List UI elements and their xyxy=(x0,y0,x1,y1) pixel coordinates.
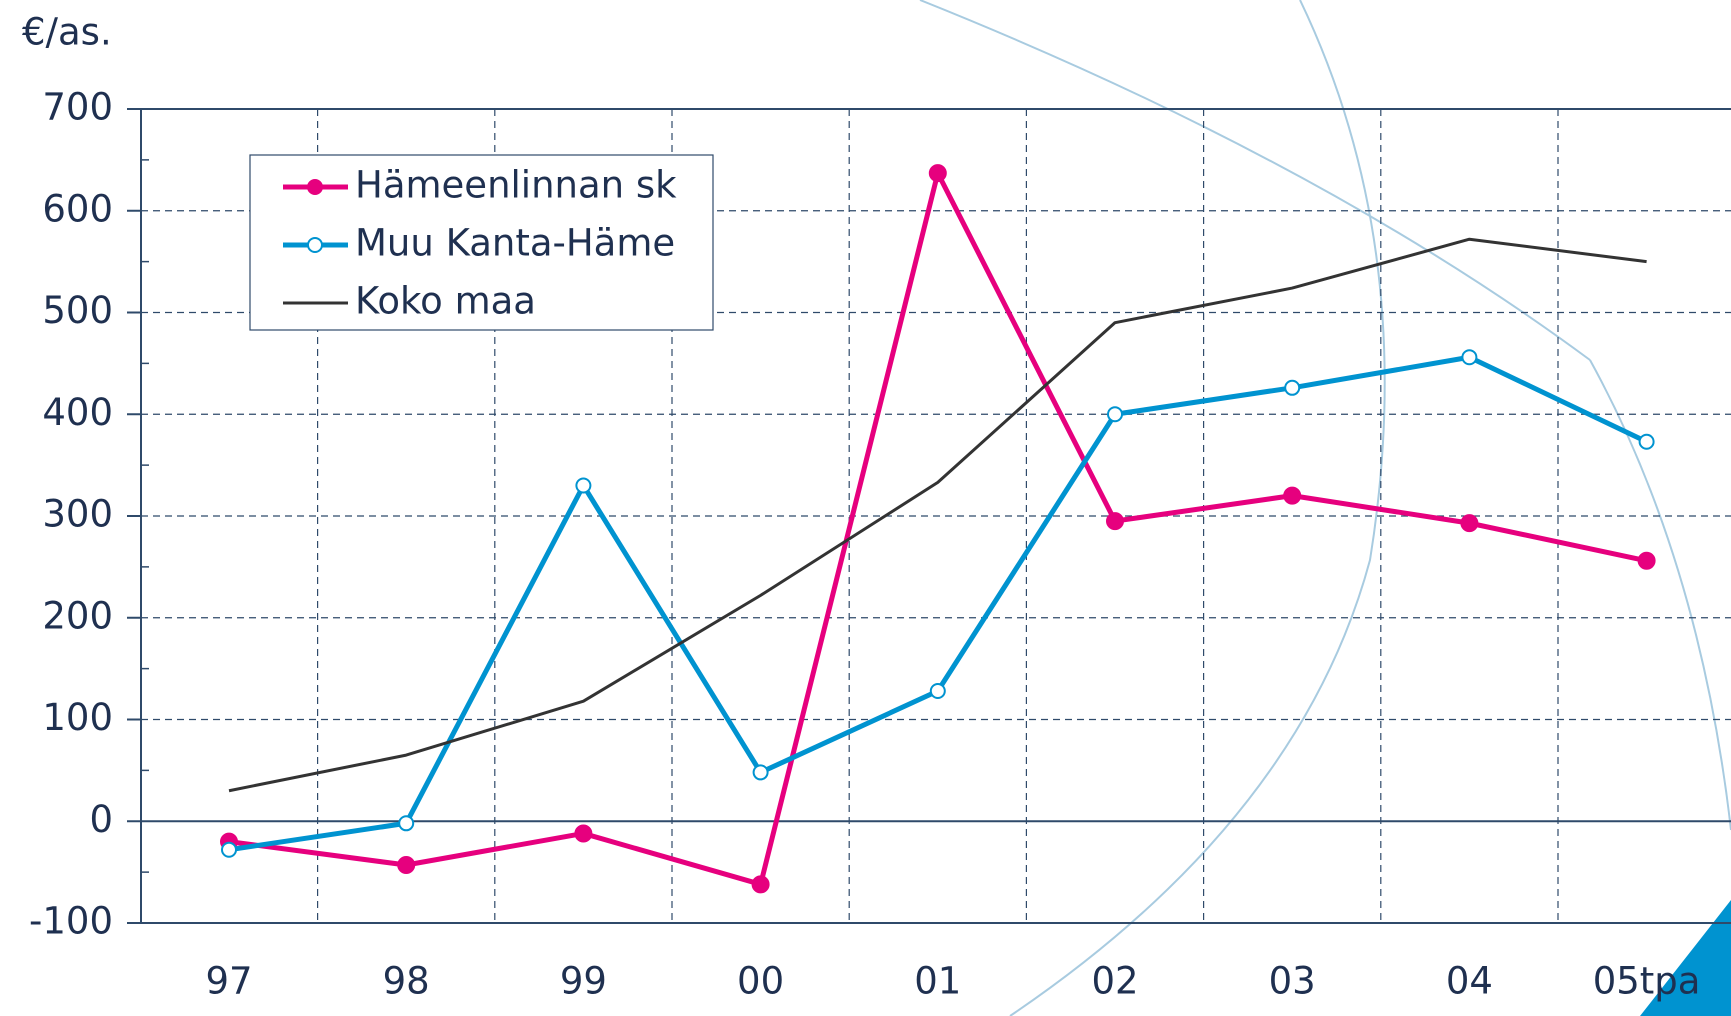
legend-marker xyxy=(308,238,322,252)
x-tick-label: 01 xyxy=(914,960,961,1003)
point xyxy=(1461,515,1477,531)
legend-label: Koko maa xyxy=(355,280,536,323)
x-tick-label: 00 xyxy=(737,960,784,1003)
point xyxy=(399,816,413,830)
point xyxy=(1639,553,1655,569)
x-tick-label: 98 xyxy=(383,960,430,1003)
point xyxy=(930,165,946,181)
legend-marker xyxy=(308,180,322,194)
point xyxy=(1284,488,1300,504)
y-tick-label: 500 xyxy=(42,289,113,332)
y-axis-label: €/as. xyxy=(22,11,112,54)
decoration xyxy=(920,0,1731,1016)
y-tick-label: 200 xyxy=(42,594,113,637)
point xyxy=(1285,381,1299,395)
point xyxy=(753,876,769,892)
y-tick-label: 400 xyxy=(42,391,113,434)
point xyxy=(1107,513,1123,529)
point xyxy=(754,765,768,779)
y-tick-label: -100 xyxy=(29,900,113,943)
point xyxy=(1108,407,1122,421)
point xyxy=(575,825,591,841)
x-tick-label: 02 xyxy=(1091,960,1138,1003)
series-line xyxy=(229,357,1647,849)
point xyxy=(1640,435,1654,449)
point xyxy=(576,478,590,492)
point xyxy=(931,684,945,698)
x-tick-label: 99 xyxy=(560,960,607,1003)
x-tick-label: 03 xyxy=(1269,960,1316,1003)
x-tick-label: 05tpa xyxy=(1593,960,1701,1003)
y-tick-label: 700 xyxy=(42,86,113,129)
legend-label: Muu Kanta-Häme xyxy=(355,222,675,265)
point xyxy=(398,857,414,873)
y-tick-label: 100 xyxy=(42,696,113,739)
y-tick-label: 600 xyxy=(42,187,113,230)
y-tick-label: 300 xyxy=(42,493,113,536)
x-tick-label: 97 xyxy=(205,960,252,1003)
x-tick-label: 04 xyxy=(1446,960,1493,1003)
point xyxy=(222,843,236,857)
legend-label: Hämeenlinnan sk xyxy=(355,164,677,207)
point xyxy=(1462,350,1476,364)
y-tick-label: 0 xyxy=(89,798,113,841)
chart: €/as. -100010020030040050060070097989900… xyxy=(0,0,1731,1016)
